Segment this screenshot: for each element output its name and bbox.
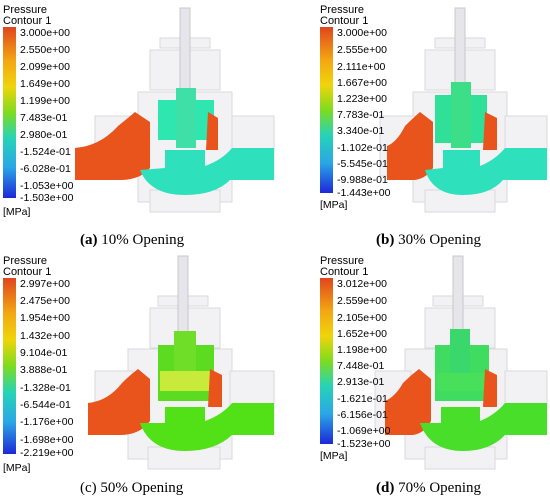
legend-tick: 7.448e-01 xyxy=(337,360,385,372)
legend-tick: -6.028e-01 xyxy=(20,163,71,175)
panel-c: Pressure Contour 1 2.997e+00 2.475e+00 1… xyxy=(0,251,275,502)
legend-tick: 3.000e+00 xyxy=(337,27,387,39)
legend-tick: -1.102e-01 xyxy=(337,142,388,154)
legend-tick: 1.954e+00 xyxy=(20,312,70,324)
legend-colorbar xyxy=(320,278,333,444)
inlet-flow xyxy=(75,112,150,180)
caption-a: (a) 10% Opening xyxy=(80,232,184,249)
legend-tick: -5.545e-01 xyxy=(337,158,388,170)
caption-letter: (a) xyxy=(80,232,98,248)
valve-plug xyxy=(160,371,210,391)
legend-tick: 3.340e-01 xyxy=(337,125,385,137)
valve-contour-d xyxy=(320,255,548,470)
legend-tick: -1.621e-01 xyxy=(337,393,388,405)
caption-text: 10% Opening xyxy=(97,232,185,248)
legend-unit: [MPa] xyxy=(3,206,31,218)
legend-tick: 2.555e+00 xyxy=(337,44,387,56)
valve-contour-b xyxy=(320,7,548,213)
valve-plug xyxy=(437,373,485,391)
legend-tick: -1.069e+00 xyxy=(337,425,391,437)
legend-colorbar xyxy=(3,278,16,454)
legend-unit: [MPa] xyxy=(320,199,348,211)
legend-tick: 1.649e+00 xyxy=(20,78,70,90)
legend-tick: 3.000e+00 xyxy=(20,27,70,39)
panel-b: Pressure Contour 1 3.000e+00 2.555e+00 2… xyxy=(275,0,550,251)
legend-tick: -1.443e+00 xyxy=(337,187,391,199)
legend-tick: 2.559e+00 xyxy=(337,295,387,307)
caption-letter: (b) xyxy=(376,232,395,248)
valve-contour-a xyxy=(3,7,275,213)
legend-tick: -1.524e-01 xyxy=(20,146,71,158)
legend-tick: 1.223e+00 xyxy=(337,93,387,105)
legend-tick: -1.053e+00 xyxy=(20,180,74,192)
outlet-flow xyxy=(420,403,547,451)
legend-title: Pressure xyxy=(3,255,48,267)
legend-tick: 7.783e-01 xyxy=(337,109,385,121)
caption-c: (c) 50% Opening xyxy=(80,480,183,497)
legend-tick: 2.913e-01 xyxy=(337,376,385,388)
legend-tick: 1.432e+00 xyxy=(20,330,70,342)
legend-tick: 2.550e+00 xyxy=(20,44,70,56)
legend-tick: 2.980e-01 xyxy=(20,129,68,141)
legend-tick: -1.176e+00 xyxy=(20,416,74,428)
legend-tick: -1.698e+00 xyxy=(20,434,74,446)
legend-tick: 2.099e+00 xyxy=(20,61,70,73)
legend-tick: 1.198e+00 xyxy=(337,344,387,356)
legend-tick: 3.012e+00 xyxy=(337,278,387,290)
legend-title: Pressure xyxy=(320,255,365,267)
caption-d: (d) 70% Opening xyxy=(376,480,481,497)
legend-tick: 9.104e-01 xyxy=(20,347,68,359)
panel-d: Pressure Contour 1 3.012e+00 2.559e+00 2… xyxy=(275,251,550,502)
legend-subtitle: Contour 1 xyxy=(3,266,52,278)
panel-a: Pressure Contour 1 3.000e+00 2.550e+00 2… xyxy=(0,0,275,251)
caption-letter: (c) xyxy=(80,480,97,496)
caption-letter: (d) xyxy=(376,480,395,496)
legend-subtitle: Contour 1 xyxy=(320,15,369,27)
legend-tick: -9.988e-01 xyxy=(337,174,388,186)
legend-tick: 2.475e+00 xyxy=(20,295,70,307)
legend-tick: -1.328e-01 xyxy=(20,382,71,394)
legend-unit: [MPa] xyxy=(320,450,348,462)
legend-tick: 2.105e+00 xyxy=(337,312,387,324)
inlet-flow xyxy=(385,369,431,435)
legend-tick: 2.111e+00 xyxy=(337,61,386,73)
legend-tick: -6.544e-01 xyxy=(20,399,71,411)
legend-colorbar xyxy=(320,27,333,193)
caption-text: 70% Opening xyxy=(394,480,481,496)
caption-text: 30% Opening xyxy=(394,232,481,248)
legend-tick: 3.888e-01 xyxy=(20,364,68,376)
valve-contour-c xyxy=(3,255,275,470)
legend-tick: -1.503e+00 xyxy=(20,192,74,204)
legend-subtitle: Contour 1 xyxy=(320,266,369,278)
inlet-flow xyxy=(387,112,433,180)
outlet-flow xyxy=(140,148,274,195)
caption-b: (b) 30% Opening xyxy=(376,232,481,249)
legend-tick: 1.667e+00 xyxy=(337,77,387,89)
outlet-flow xyxy=(425,148,547,195)
legend-tick: 1.199e+00 xyxy=(20,95,70,107)
legend-tick: -1.523e+00 xyxy=(337,438,391,450)
legend-tick: 1.652e+00 xyxy=(337,328,387,340)
legend-subtitle: Contour 1 xyxy=(3,15,52,27)
legend-title: Pressure xyxy=(320,4,365,16)
legend-tick: 7.483e-01 xyxy=(20,112,68,124)
legend-tick: -6.156e-01 xyxy=(337,409,388,421)
outlet-flow xyxy=(140,403,274,451)
legend-colorbar xyxy=(3,27,16,198)
legend-unit: [MPa] xyxy=(3,462,31,474)
legend-tick: -2.219e+00 xyxy=(20,447,74,459)
caption-text: 50% Opening xyxy=(96,480,184,496)
legend-tick: 2.997e+00 xyxy=(20,278,70,290)
legend-title: Pressure xyxy=(3,4,48,16)
inlet-flow xyxy=(88,369,150,435)
